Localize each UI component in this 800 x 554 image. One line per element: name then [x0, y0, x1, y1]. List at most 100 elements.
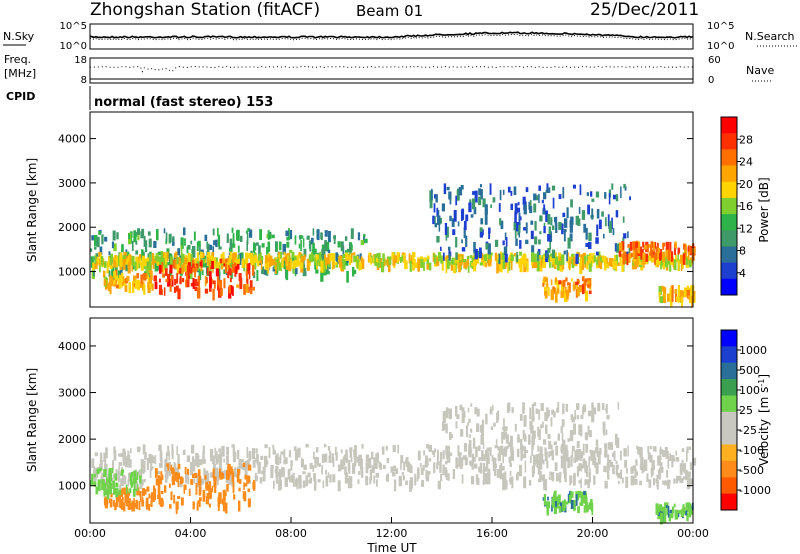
scatter-cell-1	[158, 494, 161, 505]
scatter-cell-0	[344, 236, 348, 241]
scatter-cell-4	[502, 240, 505, 246]
scatter-cell-2	[176, 273, 179, 283]
scatter-cell-6	[550, 417, 553, 427]
scatter-cell-0	[150, 455, 154, 460]
scatter-cell-0	[117, 270, 120, 279]
scatter-cell-0	[620, 469, 622, 479]
scatter-cell-1	[257, 259, 260, 267]
scatter-cell-4	[580, 494, 584, 506]
scatter-cell-0	[91, 235, 94, 241]
scatter-cell-2	[104, 496, 108, 509]
scatter-cell-1	[175, 501, 179, 510]
scatter-cell-1	[322, 259, 326, 269]
scatter-cell-0	[347, 462, 350, 471]
scatter-cell-4	[480, 189, 483, 200]
scatter-cell-1	[319, 251, 322, 258]
scatter-cell-4	[538, 185, 541, 191]
scatter-cell-6	[645, 253, 649, 262]
date-title: 25/Dec/2011	[590, 0, 699, 20]
scatter-cell-5	[566, 282, 570, 286]
scatter-cell-2	[239, 277, 243, 290]
scatter-cell-0	[215, 467, 219, 478]
scatter-cell-0	[206, 243, 210, 254]
scatter-cell-0	[447, 473, 450, 481]
scatter-cell-0	[425, 455, 428, 464]
xtick-label: 00:00	[74, 527, 106, 540]
scatter-cell-0	[344, 471, 348, 484]
scatter-cell-5	[576, 286, 580, 297]
scatter-cell-0	[640, 458, 643, 469]
scatter-cell-1	[217, 496, 220, 507]
scatter-cell-1	[483, 254, 488, 262]
scatter-cell-1	[308, 262, 311, 266]
scatter-cell-0	[635, 471, 638, 476]
scatter-cell-0	[344, 466, 347, 475]
scatter-cell-0	[618, 480, 620, 485]
scatter-cell-0	[660, 467, 664, 473]
scatter-cell-3	[106, 476, 108, 485]
scatter-cell-6	[523, 415, 527, 427]
scatter-cell-2	[192, 278, 195, 287]
scatter-cell-0	[445, 460, 448, 465]
scatter-cell-0	[580, 478, 582, 489]
scatter-cell-2	[154, 281, 158, 290]
scatter-cell-1	[265, 260, 268, 270]
scatter-cell-1	[436, 257, 440, 266]
scatter-cell-0	[337, 480, 341, 492]
scatter-cell-0	[537, 467, 541, 475]
scatter-cell-0	[255, 473, 257, 481]
scatter-cell-1	[154, 468, 158, 478]
scatter-cell-4	[494, 239, 499, 247]
scatter-cell-0	[683, 476, 687, 480]
scatter-cell-4	[529, 200, 532, 211]
scatter-cell-0	[312, 242, 315, 255]
scatter-cell-0	[686, 477, 691, 490]
scatter-cell-1	[248, 498, 251, 507]
scatter-cell-0	[619, 450, 622, 461]
scatter-cell-0	[607, 474, 610, 480]
scatter-cell-1	[393, 255, 397, 263]
scatter-cell-4	[549, 233, 553, 242]
scatter-cell-0	[222, 470, 226, 479]
scatter-cell-2	[219, 258, 223, 264]
scatter-cell-1	[638, 257, 642, 262]
scatter-cell-1	[316, 261, 319, 266]
scatter-cell-2	[127, 491, 131, 496]
scatter-cell-0	[385, 445, 388, 451]
scatter-cell-0	[196, 476, 200, 488]
scatter-cell-7	[687, 295, 691, 300]
scatter-cell-0	[609, 459, 612, 463]
scatter-cell-0	[423, 450, 425, 456]
scatter-cell-0	[199, 480, 202, 491]
scatter-cell-4	[517, 207, 521, 213]
scatter-cell-0	[283, 259, 286, 266]
scatter-cell-0	[357, 479, 360, 485]
scatter-cell-0	[550, 444, 553, 449]
scatter-cell-1	[425, 258, 427, 262]
scatter-cell-4	[588, 232, 592, 242]
scatter-cell-4	[611, 183, 614, 190]
scatter-cell-6	[682, 253, 686, 265]
scatter-cell-1	[176, 262, 180, 275]
scatter-cell-6	[480, 435, 484, 445]
scatter-cell-2	[227, 264, 231, 269]
scatter-cell-0	[584, 479, 588, 485]
colorbar-swatch	[721, 346, 737, 364]
scatter-cell-4	[561, 223, 564, 235]
nsearch-tick-bottom: 10^0	[707, 41, 734, 52]
scatter-cell-5	[562, 279, 566, 287]
scatter-cell-1	[178, 258, 181, 264]
scatter-cell-2	[167, 273, 171, 282]
scatter-cell-0	[260, 455, 264, 460]
scatter-cell-5	[664, 505, 668, 509]
scatter-cell-0	[554, 462, 558, 471]
scatter-cell-1	[180, 497, 184, 506]
scatter-cell-6	[549, 450, 553, 456]
scatter-cell-0	[305, 443, 309, 448]
scatter-cell-0	[236, 229, 240, 241]
scatter-cell-0	[483, 463, 486, 470]
scatter-cell-0	[376, 479, 378, 487]
scatter-cell-0	[285, 268, 289, 281]
colorbar-tick-label: 20	[739, 178, 753, 191]
scatter-cell-6	[531, 435, 535, 446]
